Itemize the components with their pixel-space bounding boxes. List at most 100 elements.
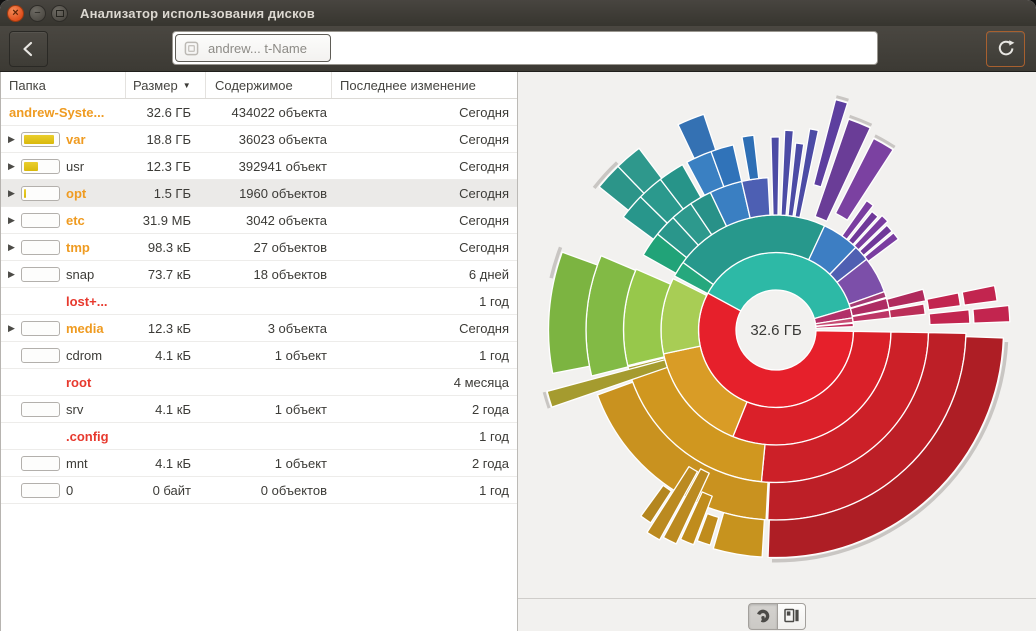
- usage-progressbar: [21, 131, 60, 147]
- folder-cell: root: [1, 375, 125, 390]
- table-row-usr[interactable]: ▶ usr 12.3 ГБ 392941 объект Сегодня: [1, 153, 517, 180]
- size-cell: 4.1 кБ: [155, 455, 191, 471]
- column-header-contents[interactable]: Содержимое: [205, 72, 331, 98]
- folder-cell: ▶ var: [1, 131, 125, 147]
- chart-segment[interactable]: [841, 199, 874, 241]
- chart-segment[interactable]: [928, 309, 971, 326]
- rings-view-button[interactable]: [748, 602, 777, 630]
- view-toggle: [748, 602, 806, 630]
- folder-cell: ▶ etc: [1, 212, 125, 228]
- table-row-etc[interactable]: ▶ etc 31.9 МБ 3042 объекта Сегодня: [1, 207, 517, 234]
- chart-segment[interactable]: [696, 512, 720, 546]
- table-row-srv[interactable]: srv 4.1 кБ 1 объект 2 года: [1, 396, 517, 423]
- main-content: Папка Размер ▼ Содержимое Последнее измен…: [0, 72, 1036, 631]
- chart-segment[interactable]: [679, 491, 713, 546]
- path-bar[interactable]: andrew... t-Name: [172, 31, 878, 65]
- folder-name: opt: [66, 185, 87, 201]
- chart-segment[interactable]: [710, 144, 743, 188]
- back-button[interactable]: [9, 30, 48, 67]
- close-icon[interactable]: ×: [7, 4, 24, 22]
- chart-segment[interactable]: [780, 129, 795, 217]
- chart-edge-cap: [874, 134, 896, 149]
- maximize-icon[interactable]: [51, 4, 68, 22]
- table-row-snap[interactable]: ▶ snap 73.7 кБ 18 объектов 6 дней: [1, 261, 517, 288]
- chart-segment[interactable]: [646, 465, 699, 541]
- chart-segment[interactable]: [712, 511, 766, 558]
- path-segment-button[interactable]: andrew... t-Name: [175, 34, 331, 62]
- table-row-cdrom[interactable]: cdrom 4.1 кБ 1 объект 1 год: [1, 342, 517, 369]
- folder-name: mnt: [66, 455, 88, 471]
- chart-segment[interactable]: [741, 134, 760, 181]
- modified-cell: 1 год: [479, 428, 509, 444]
- table-row-var[interactable]: ▶ var 18.8 ГБ 36023 объекта Сегодня: [1, 126, 517, 153]
- chart-segment[interactable]: [677, 113, 717, 160]
- refresh-button[interactable]: [986, 31, 1025, 67]
- size-cell: 31.9 МБ: [142, 212, 191, 228]
- modified-cell: 4 месяца: [453, 374, 509, 390]
- chart-segment[interactable]: [640, 484, 673, 524]
- expander-icon[interactable]: ▶: [8, 241, 15, 252]
- table-row-tmp[interactable]: ▶ tmp 98.3 кБ 27 объектов Сегодня: [1, 234, 517, 261]
- chart-segment[interactable]: [863, 232, 900, 263]
- chart-segment[interactable]: [770, 136, 781, 216]
- expander-icon[interactable]: ▶: [8, 133, 15, 144]
- chart-segment[interactable]: [546, 359, 668, 408]
- modified-cell: Сегодня: [459, 239, 509, 255]
- chart-segment[interactable]: [961, 284, 998, 306]
- table-row-opt[interactable]: ▶ opt 1.5 ГБ 1960 объектов Сегодня: [1, 180, 517, 207]
- folder-name: snap: [66, 266, 95, 282]
- chart-segment[interactable]: [888, 303, 926, 319]
- chart-segment[interactable]: [617, 147, 663, 194]
- chart-segment[interactable]: [547, 251, 599, 375]
- folder-cell: srv: [1, 401, 125, 417]
- chart-segment[interactable]: [787, 142, 805, 217]
- chart-segment[interactable]: [972, 304, 1011, 324]
- table-row-mnt[interactable]: mnt 4.1 кБ 1 объект 2 года: [1, 450, 517, 477]
- folder-name: var: [66, 131, 86, 147]
- rings-chart[interactable]: 32.6 ГБ: [518, 72, 1036, 598]
- usage-progressbar: [21, 239, 60, 255]
- column-header-folder[interactable]: Папка: [1, 72, 125, 98]
- column-header-modified[interactable]: Последнее изменение: [331, 72, 517, 98]
- chart-segment[interactable]: [834, 137, 894, 221]
- chart-segment[interactable]: [858, 224, 893, 257]
- folder-rows: andrew-Syste... 32.6 ГБ 434022 объекта Сего…: [1, 99, 517, 631]
- expander-icon[interactable]: ▶: [8, 160, 15, 171]
- treemap-view-button[interactable]: [777, 602, 806, 630]
- chart-edge-cap: [835, 95, 849, 102]
- size-cell: 32.6 ГБ: [146, 104, 191, 120]
- table-row-andrew-syste-[interactable]: andrew-Syste... 32.6 ГБ 434022 объекта Сего…: [1, 99, 517, 126]
- chart-segment[interactable]: [659, 163, 702, 210]
- folder-cell: .config: [1, 429, 125, 444]
- minimize-icon[interactable]: −: [29, 4, 46, 22]
- folder-name: etc: [66, 212, 85, 228]
- chart-segment[interactable]: [814, 118, 871, 222]
- chart-segment[interactable]: [815, 322, 855, 329]
- chart-segment[interactable]: [767, 335, 1005, 559]
- table-row-root[interactable]: root 4 месяца: [1, 369, 517, 396]
- table-row-lost-[interactable]: lost+... 1 год: [1, 288, 517, 315]
- chart-segment[interactable]: [853, 214, 889, 251]
- expander-icon[interactable]: ▶: [8, 268, 15, 279]
- usage-progressbar: [21, 401, 60, 417]
- folder-name: usr: [66, 158, 85, 174]
- chart-segment[interactable]: [794, 128, 820, 219]
- table-row-media[interactable]: ▶ media 12.3 кБ 3 объекта Сегодня: [1, 315, 517, 342]
- chart-segment[interactable]: [848, 290, 887, 309]
- chart-segment[interactable]: [662, 468, 710, 545]
- expander-icon[interactable]: ▶: [8, 187, 15, 198]
- chart-segment[interactable]: [926, 292, 962, 311]
- column-header-size[interactable]: Размер ▼: [125, 72, 205, 98]
- titlebar[interactable]: × − Анализатор использования дисков: [0, 0, 1036, 26]
- contents-cell: 1 объект: [274, 401, 327, 417]
- chart-segment[interactable]: [886, 288, 927, 309]
- chart-edge-cap: [549, 246, 563, 279]
- table-row-0[interactable]: 0 0 байт 0 объектов 1 год: [1, 477, 517, 504]
- chart-segment[interactable]: [847, 210, 879, 246]
- expander-icon[interactable]: ▶: [8, 214, 15, 225]
- table-row--config[interactable]: .config 1 год: [1, 423, 517, 450]
- chart-segment[interactable]: [812, 98, 849, 188]
- treemap-view-icon: [783, 608, 799, 623]
- expander-icon[interactable]: ▶: [8, 322, 15, 333]
